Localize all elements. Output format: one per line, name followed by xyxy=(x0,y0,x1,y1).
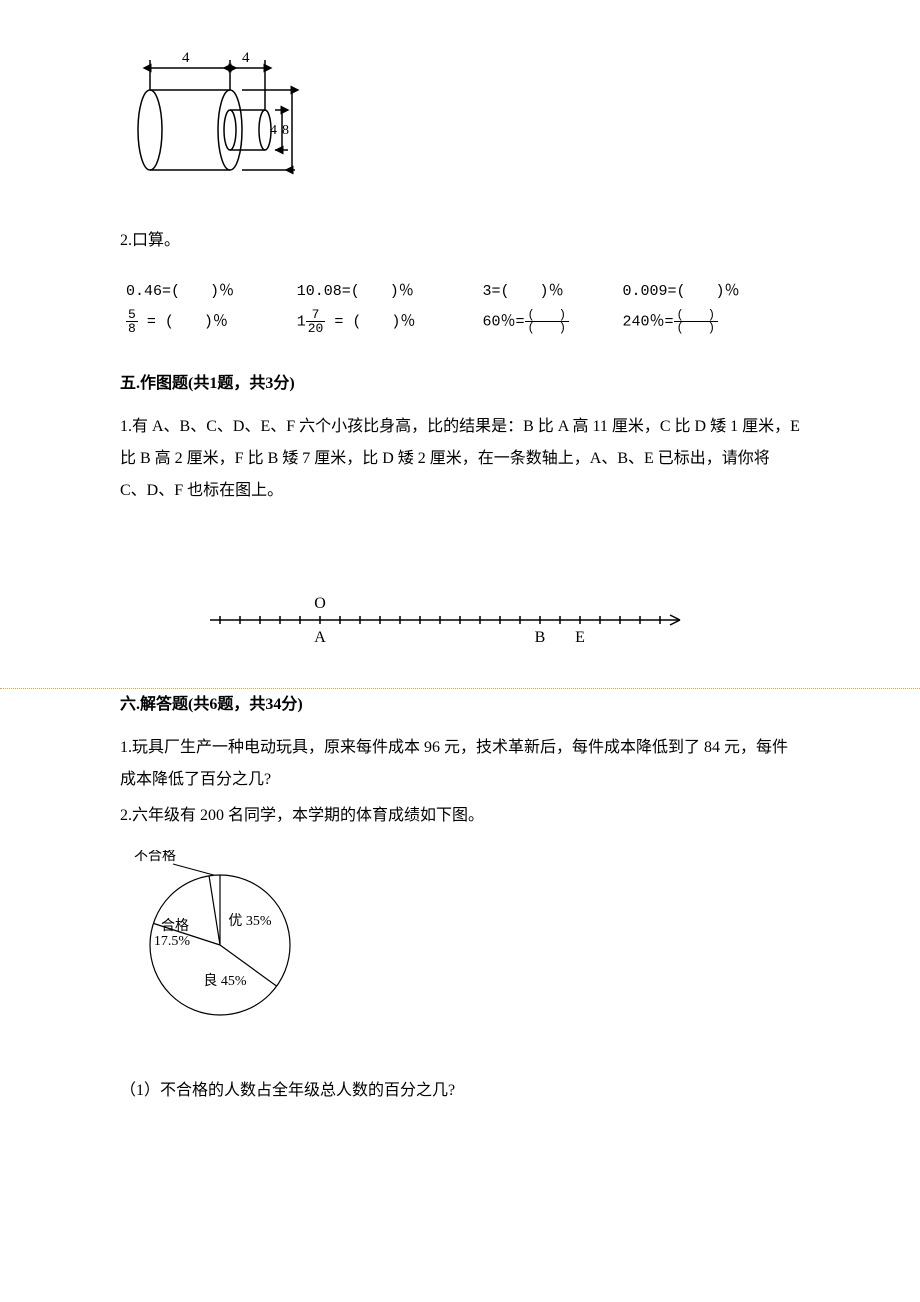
mm-suffix: ％ xyxy=(219,283,234,300)
frac-7-20: 720 xyxy=(306,308,326,335)
mm-suffix: ％ xyxy=(400,313,415,330)
mm-r2c4-lhs: 240％= xyxy=(622,313,673,330)
section6-q1: 1.玩具厂生产一种电动玩具，原来每件成本 96 元，技术革新后，每件成本降低到了… xyxy=(120,732,800,796)
mm-suffix: ％ xyxy=(399,283,414,300)
mm-blank: ( ) xyxy=(677,283,725,300)
dim-outer-w: 4 xyxy=(182,50,190,66)
mixed-int: 1 xyxy=(297,313,306,330)
mm-r1c2-lhs: 10.08= xyxy=(297,283,351,300)
q2-label: 2.口算。 xyxy=(120,225,800,257)
svg-text:A: A xyxy=(314,629,326,646)
mm-suffix: ％ xyxy=(725,283,740,300)
mm-blank: ( ) xyxy=(352,313,400,330)
svg-text:17.5%: 17.5% xyxy=(154,934,191,949)
mm-blank: ( ) xyxy=(165,313,213,330)
mm-blank: ( ) xyxy=(501,283,549,300)
section5-q1: 1.有 A、B、C、D、E、F 六个小孩比身高，比的结果是：B 比 A 高 11… xyxy=(120,411,800,507)
svg-text:O: O xyxy=(314,595,326,612)
pie-chart: 优 35% 良 45% 合格17.5% 不合格 xyxy=(120,850,800,1045)
section5-header: 五.作图题(共1题，共3分) xyxy=(120,369,800,393)
section6-q2-sub1: （1）不合格的人数占全年级总人数的百分之几? xyxy=(120,1075,800,1107)
mm-eq: = xyxy=(147,313,165,330)
paren-frac: ( )( ) xyxy=(674,309,718,334)
paren-frac: ( )( ) xyxy=(525,309,569,334)
dim-inner-w: 4 xyxy=(242,50,250,66)
mm-blank: ( ) xyxy=(171,283,219,300)
mm-r1c1-lhs: 0.46= xyxy=(126,283,171,300)
mental-math-block: 0.46=( )％ 10.08=( )％ 3=( )％ 0.009=( )％ 5… xyxy=(120,275,800,339)
svg-text:合格: 合格 xyxy=(161,918,189,934)
dim-inner-h: 4 xyxy=(270,123,277,138)
section6-header: 六.解答题(共6题，共34分) xyxy=(120,690,800,714)
dim-outer-h: 8 xyxy=(282,123,289,138)
cylinder-diagram: 4 4 4 8 xyxy=(120,40,800,195)
svg-text:优 35%: 优 35% xyxy=(228,913,271,929)
mm-eq: = xyxy=(334,313,352,330)
svg-text:B: B xyxy=(535,629,546,646)
svg-text:良 45%: 良 45% xyxy=(203,973,246,989)
mm-r2c3-lhs: 60％= xyxy=(483,313,525,330)
svg-text:不合格: 不合格 xyxy=(134,850,176,864)
dotted-divider xyxy=(0,688,920,689)
mm-r1c3-lhs: 3= xyxy=(483,283,501,300)
svg-text:E: E xyxy=(575,629,585,646)
mm-blank: ( ) xyxy=(351,283,399,300)
frac-5-8: 58 xyxy=(126,308,138,335)
section6-q2: 2.六年级有 200 名同学，本学期的体育成绩如下图。 xyxy=(120,800,800,832)
mm-suffix: ％ xyxy=(549,283,564,300)
mm-r1c4-lhs: 0.009= xyxy=(622,283,676,300)
number-line: OA B E xyxy=(120,585,800,660)
mm-suffix: ％ xyxy=(213,313,228,330)
